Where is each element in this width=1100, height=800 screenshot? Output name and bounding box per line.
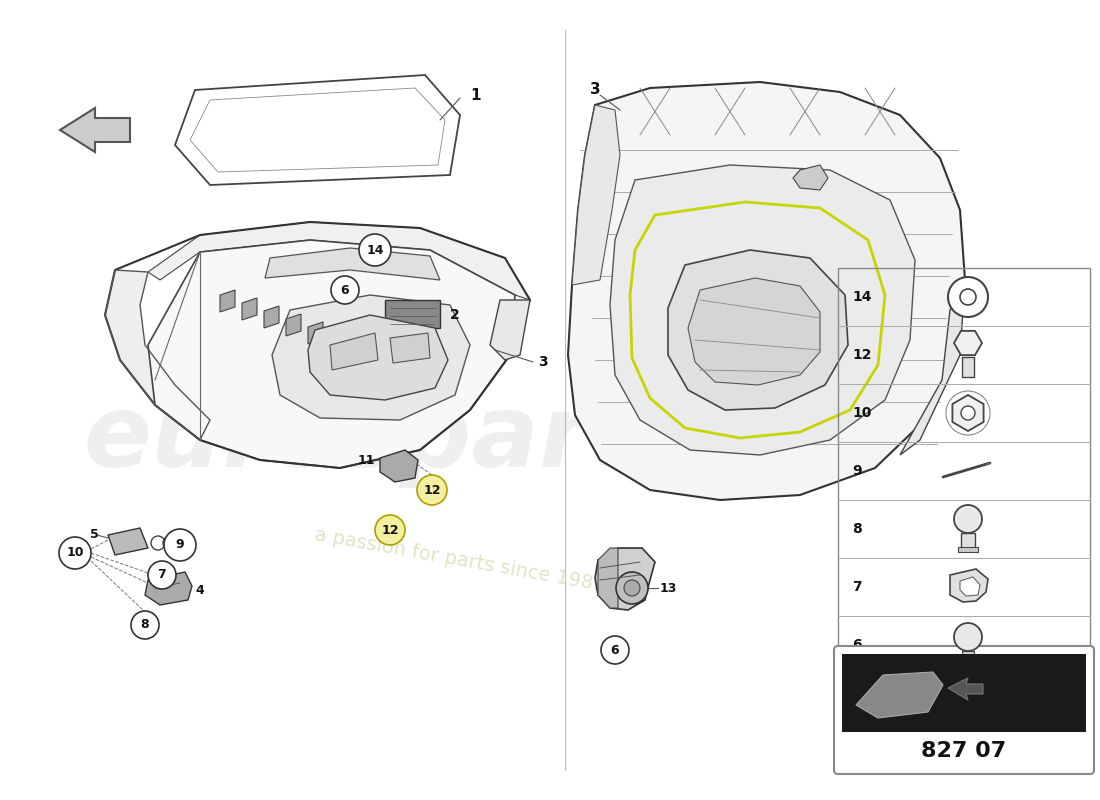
Circle shape — [359, 234, 390, 266]
Text: 8: 8 — [852, 522, 861, 536]
Text: 1: 1 — [470, 87, 481, 102]
Polygon shape — [856, 672, 943, 718]
Polygon shape — [265, 248, 440, 280]
Text: 12: 12 — [424, 483, 441, 497]
Polygon shape — [900, 280, 965, 455]
Bar — [961, 533, 975, 551]
Polygon shape — [242, 298, 257, 320]
Polygon shape — [308, 322, 323, 344]
Polygon shape — [950, 569, 988, 602]
Text: 6: 6 — [341, 283, 350, 297]
Circle shape — [961, 406, 975, 420]
Polygon shape — [610, 165, 915, 455]
Bar — [962, 357, 974, 377]
Circle shape — [331, 276, 359, 304]
Polygon shape — [793, 165, 828, 190]
Circle shape — [601, 636, 629, 664]
Bar — [842, 654, 1086, 732]
Circle shape — [375, 515, 405, 545]
Circle shape — [417, 475, 447, 505]
Text: eurosparts: eurosparts — [84, 391, 696, 489]
Polygon shape — [688, 278, 820, 385]
Text: 14: 14 — [852, 290, 871, 304]
Text: 11: 11 — [358, 454, 375, 466]
Polygon shape — [595, 548, 654, 610]
Polygon shape — [953, 395, 983, 431]
Text: 5: 5 — [90, 529, 99, 542]
Polygon shape — [308, 315, 448, 400]
Polygon shape — [568, 82, 965, 500]
Circle shape — [954, 623, 982, 651]
Circle shape — [948, 277, 988, 317]
Text: 13: 13 — [660, 582, 678, 594]
Circle shape — [624, 580, 640, 596]
Text: 2: 2 — [450, 308, 460, 322]
Polygon shape — [598, 548, 618, 608]
Polygon shape — [330, 333, 378, 370]
Text: 4: 4 — [195, 583, 204, 597]
Text: 3: 3 — [590, 82, 601, 98]
Circle shape — [148, 561, 176, 589]
Polygon shape — [220, 290, 235, 312]
Polygon shape — [954, 331, 982, 355]
Text: 6: 6 — [852, 638, 861, 652]
Polygon shape — [272, 295, 470, 420]
Text: 827 07: 827 07 — [922, 741, 1006, 761]
Polygon shape — [960, 577, 980, 596]
Polygon shape — [948, 678, 983, 700]
Circle shape — [616, 572, 648, 604]
Text: 12: 12 — [382, 523, 398, 537]
Polygon shape — [145, 572, 192, 605]
Polygon shape — [572, 105, 620, 285]
Circle shape — [131, 611, 160, 639]
FancyBboxPatch shape — [834, 646, 1094, 774]
Circle shape — [164, 529, 196, 561]
Bar — [838, 268, 1090, 674]
Polygon shape — [490, 300, 530, 360]
Circle shape — [954, 505, 982, 533]
Polygon shape — [390, 333, 430, 363]
Text: 10: 10 — [66, 546, 84, 559]
Text: 6: 6 — [610, 643, 619, 657]
Polygon shape — [60, 108, 130, 152]
Circle shape — [960, 289, 976, 305]
Polygon shape — [104, 270, 210, 440]
Polygon shape — [148, 240, 515, 468]
Text: 12: 12 — [852, 348, 871, 362]
Polygon shape — [668, 250, 848, 410]
Text: 8: 8 — [141, 618, 150, 631]
Text: 9: 9 — [176, 538, 185, 551]
Polygon shape — [148, 222, 530, 300]
Text: 7: 7 — [852, 580, 861, 594]
Polygon shape — [108, 528, 148, 555]
Polygon shape — [286, 314, 301, 336]
Polygon shape — [379, 450, 418, 482]
Circle shape — [59, 537, 91, 569]
Text: 9: 9 — [852, 464, 861, 478]
Bar — [385, 300, 440, 328]
Text: 10: 10 — [852, 406, 871, 420]
Bar — [958, 547, 978, 552]
Polygon shape — [264, 306, 279, 328]
Text: 14: 14 — [366, 243, 384, 257]
Text: 7: 7 — [157, 569, 166, 582]
Text: a passion for parts since 1985: a passion for parts since 1985 — [314, 525, 607, 595]
Text: 3: 3 — [538, 355, 548, 369]
Bar — [962, 651, 974, 659]
